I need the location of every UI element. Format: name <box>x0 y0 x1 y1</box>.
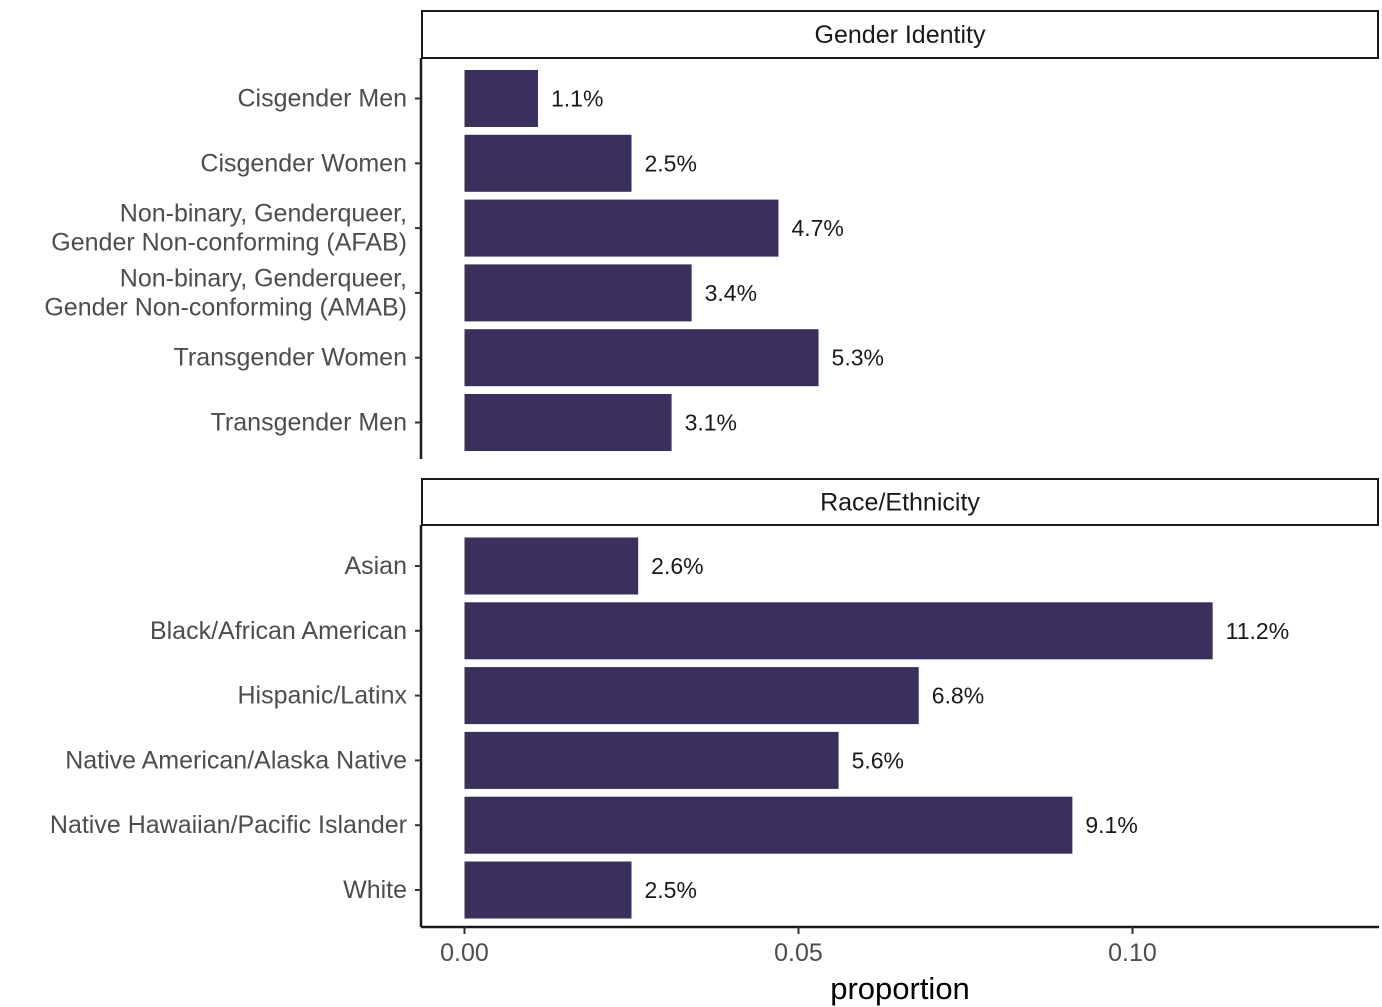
data-label: 2.6% <box>651 553 703 579</box>
category-label: Native Hawaiian/Pacific Islander <box>50 811 407 839</box>
category-label: Transgender Men <box>211 409 407 437</box>
bar <box>464 861 632 919</box>
data-label: 3.4% <box>705 280 757 306</box>
data-label: 5.3% <box>832 345 884 371</box>
x-axis-title: proportion <box>830 971 970 1006</box>
facet-strip <box>421 478 1379 526</box>
category-label: Non-binary, Genderqueer, <box>120 200 407 228</box>
data-label: 2.5% <box>645 877 697 903</box>
bar <box>464 70 538 127</box>
category-label: Cisgender Men <box>237 85 407 113</box>
x-tick-label: 0.00 <box>440 939 489 967</box>
facet-title: Race/Ethnicity <box>820 489 980 517</box>
data-label: 2.5% <box>645 150 697 176</box>
category-label: Asian <box>344 552 407 580</box>
data-label: 5.6% <box>852 747 904 773</box>
bar <box>464 731 839 789</box>
data-label: 6.8% <box>932 683 984 709</box>
data-label: 9.1% <box>1085 812 1137 838</box>
category-label: Gender Non-conforming (AMAB) <box>44 293 407 321</box>
category-label: Transgender Women <box>174 344 407 372</box>
data-label: 4.7% <box>791 215 843 241</box>
bar <box>464 667 919 725</box>
x-tick-label: 0.10 <box>1108 939 1157 967</box>
bar <box>464 329 819 387</box>
bar <box>464 537 639 595</box>
data-label: 11.2% <box>1226 618 1290 644</box>
data-label: 3.1% <box>685 410 737 436</box>
category-label: Cisgender Women <box>200 149 407 177</box>
category-label: Hispanic/Latinx <box>237 682 407 710</box>
bar <box>464 796 1073 854</box>
category-label: White <box>343 876 407 904</box>
facet-title: Gender Identity <box>815 21 986 49</box>
bar <box>464 394 672 451</box>
bar <box>464 134 632 192</box>
category-label: Non-binary, Genderqueer, <box>120 264 407 292</box>
bar <box>464 264 692 322</box>
x-tick-label: 0.05 <box>774 939 823 967</box>
facet-strip <box>421 10 1379 59</box>
data-label: 1.1% <box>551 86 603 112</box>
bar <box>464 199 779 257</box>
category-label: Gender Non-conforming (AFAB) <box>51 229 407 257</box>
bar <box>464 602 1213 660</box>
category-label: Black/African American <box>150 617 407 645</box>
category-label: Native American/Alaska Native <box>65 746 407 774</box>
